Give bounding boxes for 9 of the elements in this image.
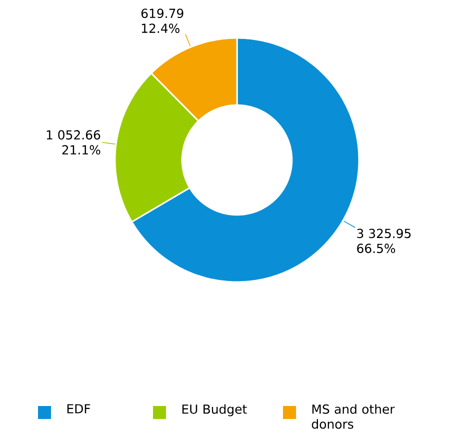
legend-label: EU Budget <box>182 404 247 416</box>
data-label: 3 325.95 <box>357 228 411 238</box>
text: 21.1% <box>62 145 100 155</box>
text: 12.4% <box>142 24 180 33</box>
data-label: 619.79 <box>141 8 184 18</box>
data-label: 1 052.66 <box>46 130 100 140</box>
text: 66.5% <box>357 244 396 254</box>
legend-label: MS and other donors <box>312 404 395 429</box>
legend-label: EDF <box>67 404 90 414</box>
